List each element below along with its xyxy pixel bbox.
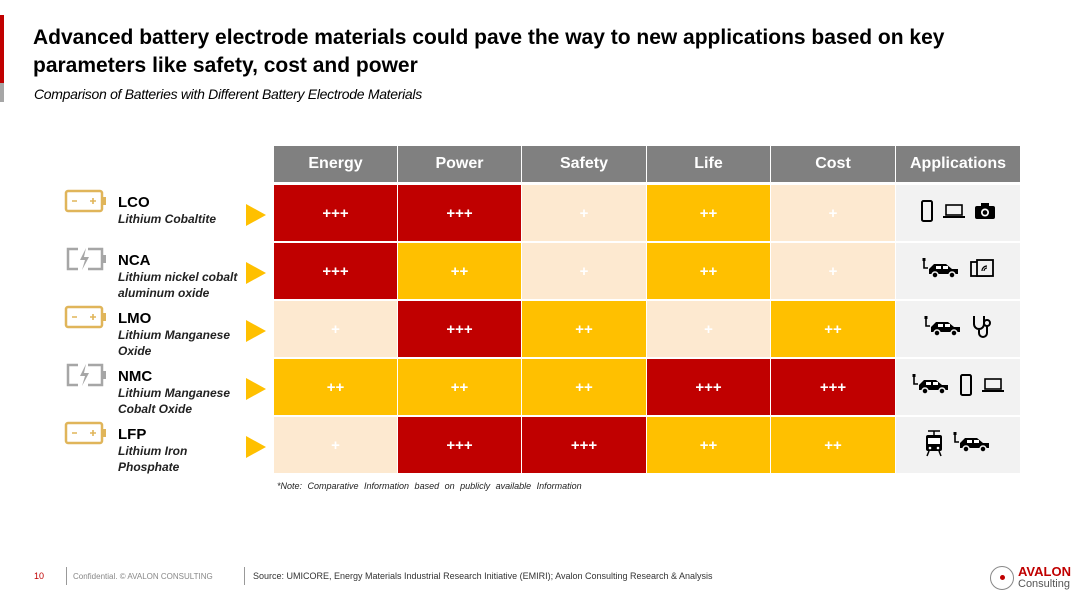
arrow-icon	[246, 436, 266, 458]
battery-charging-icon	[64, 363, 108, 392]
train-icon	[924, 429, 944, 462]
column-header-safety: Safety	[522, 146, 646, 182]
battery-icon	[64, 189, 108, 218]
rating-cell-life: ++	[647, 185, 770, 241]
battery-icon	[64, 305, 108, 334]
applications-cell	[896, 185, 1020, 241]
rating-cell-power: +++	[398, 417, 521, 473]
material-code: LCO	[118, 194, 150, 211]
rating-cell-power: +++	[398, 185, 521, 241]
column-header-energy: Energy	[274, 146, 397, 182]
rating-cell-energy: +	[274, 417, 397, 473]
laptop-icon	[981, 376, 1005, 399]
laptop-icon	[942, 202, 966, 225]
source-text: Source: UMICORE, Energy Materials Indust…	[253, 571, 713, 581]
rating-cell-cost: +	[771, 243, 895, 299]
rating-cell-life: +	[647, 301, 770, 357]
battery-charging-icon	[64, 247, 108, 276]
rating-cell-energy: +++	[274, 185, 397, 241]
rating-cell-energy: +	[274, 301, 397, 357]
rating-cell-cost: +++	[771, 359, 895, 415]
rating-cell-energy: ++	[274, 359, 397, 415]
row-label-lco: LCO Lithium Cobaltite	[118, 194, 248, 227]
rating-cell-safety: +++	[522, 417, 646, 473]
rating-cell-safety: +	[522, 243, 646, 299]
material-name: Lithium Cobaltite	[118, 212, 216, 226]
rating-cell-safety: ++	[522, 359, 646, 415]
rating-cell-life: +++	[647, 359, 770, 415]
rating-cell-life: ++	[647, 243, 770, 299]
applications-cell	[896, 243, 1020, 299]
smartphone-icon	[959, 373, 973, 401]
material-code: NCA	[118, 252, 151, 269]
page-subtitle: Comparison of Batteries with Different B…	[34, 86, 422, 102]
rating-cell-cost: ++	[771, 417, 895, 473]
applications-cell	[896, 359, 1020, 415]
rating-cell-life: ++	[647, 417, 770, 473]
material-name: Lithium nickel cobalt aluminum oxide	[118, 270, 238, 300]
accent-bar-red	[0, 15, 4, 83]
material-code: NMC	[118, 368, 153, 385]
rating-cell-cost: ++	[771, 301, 895, 357]
material-code: LMO	[118, 310, 152, 327]
arrow-icon	[246, 262, 266, 284]
column-header-power: Power	[398, 146, 521, 182]
rating-cell-safety: ++	[522, 301, 646, 357]
smartphone-icon	[920, 199, 934, 227]
row-label-nca: NCA Lithium nickel cobalt aluminum oxide	[118, 252, 248, 301]
row-label-nmc: NMC Lithium Manganese Cobalt Oxide	[118, 368, 248, 417]
column-header-life: Life	[647, 146, 770, 182]
arrow-icon	[246, 204, 266, 226]
confidential-text: Confidential. © AVALON CONSULTING	[73, 572, 213, 581]
battery-icon	[64, 421, 108, 450]
accent-bar-gray	[0, 83, 4, 102]
rating-cell-power: +++	[398, 301, 521, 357]
material-code: LFP	[118, 426, 147, 443]
rating-cell-cost: +	[771, 185, 895, 241]
column-header-cost: Cost	[771, 146, 895, 182]
electric-car-icon	[952, 431, 992, 459]
logo-name: AVALON	[1018, 564, 1071, 579]
electric-car-icon	[923, 315, 963, 343]
footer-divider	[66, 567, 67, 585]
electric-car-icon	[921, 257, 961, 285]
arrow-icon	[246, 378, 266, 400]
stethoscope-icon	[971, 314, 993, 345]
applications-cell	[896, 417, 1020, 473]
electric-car-icon	[911, 373, 951, 401]
applications-cell	[896, 301, 1020, 357]
material-name: Lithium Manganese Oxide	[118, 328, 231, 358]
page-number: 10	[34, 571, 45, 581]
camera-icon	[974, 202, 996, 225]
material-name: Lithium Manganese Cobalt Oxide	[118, 386, 231, 416]
material-name: Lithium Iron Phosphate	[118, 444, 188, 474]
arrow-icon	[246, 320, 266, 342]
row-label-lfp: LFP Lithium Iron Phosphate	[118, 426, 248, 475]
rating-cell-energy: +++	[274, 243, 397, 299]
column-header-applications: Applications	[896, 146, 1020, 182]
avalon-logo: AVALON Consulting	[990, 565, 1071, 590]
rating-cell-power: ++	[398, 243, 521, 299]
logo-sub: Consulting	[1018, 578, 1070, 590]
footer-divider	[244, 567, 245, 585]
rating-cell-safety: +	[522, 185, 646, 241]
table-note: *Note: Comparative Information based on …	[277, 481, 582, 491]
page-title: Advanced battery electrode materials cou…	[33, 26, 945, 77]
rating-cell-power: ++	[398, 359, 521, 415]
tablet-icon	[969, 258, 995, 285]
row-label-lmo: LMO Lithium Manganese Oxide	[118, 310, 248, 359]
